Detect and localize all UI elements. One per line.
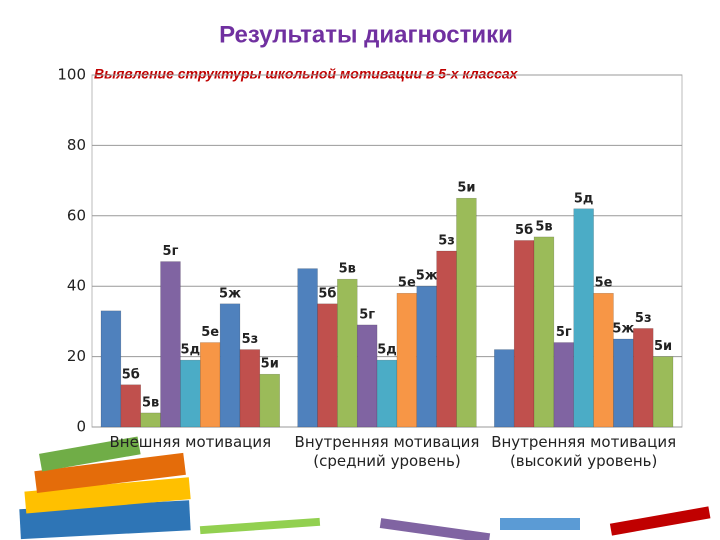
bar <box>573 208 594 428</box>
bar-label: 5з <box>438 234 455 249</box>
y-tick-label: 60 <box>67 206 86 224</box>
bar-label: 5ж <box>219 286 241 301</box>
bar-label: 5г <box>359 307 375 322</box>
bar <box>633 328 654 428</box>
bar <box>140 412 161 428</box>
bar <box>652 356 674 428</box>
bar-label: 5б <box>515 223 533 238</box>
bar-label: 5д <box>574 191 594 206</box>
bar <box>376 359 398 428</box>
bar <box>396 292 418 428</box>
bar <box>436 250 457 428</box>
bar <box>533 236 555 428</box>
bar-label: 5з <box>635 311 652 326</box>
bar <box>416 285 437 428</box>
bar <box>259 373 280 428</box>
bar <box>219 303 241 428</box>
bar <box>180 359 201 428</box>
chart-subtitle: Выявление структуры школьной мотивации в… <box>94 66 519 82</box>
bar-label: 5з <box>242 332 259 347</box>
bar-label: 5е <box>595 276 613 291</box>
bar <box>513 240 535 428</box>
bar-label: 5б <box>122 367 140 382</box>
bar <box>160 261 181 428</box>
x-tick-label: Внутренняя мотивация (средний уровень) <box>294 433 480 470</box>
bar <box>100 310 122 428</box>
y-tick-label: 40 <box>67 277 86 295</box>
y-tick-label: 0 <box>76 418 86 436</box>
chart-title: Результаты диагностики <box>219 21 513 48</box>
bar-label: 5в <box>142 395 159 410</box>
bar-label: 5д <box>377 343 397 358</box>
bar <box>456 197 477 428</box>
bar-label: 5е <box>201 325 219 340</box>
y-tick-label: 100 <box>57 66 86 84</box>
bar-label: 5и <box>261 357 279 372</box>
y-tick-label: 80 <box>67 136 86 154</box>
bar-label: 5ж <box>416 269 438 284</box>
x-tick-label: Внешняя мотивация <box>109 433 272 451</box>
x-tick-label: Внутренняя мотивация (высокий уровень) <box>491 433 677 470</box>
bar-label: 5е <box>398 276 416 291</box>
bar-label: 5в <box>535 219 552 234</box>
bar-label: 5и <box>654 339 672 354</box>
bar <box>120 384 141 428</box>
bar-label: 5в <box>339 262 356 277</box>
bar <box>553 342 574 428</box>
bar-label: 5г <box>163 244 179 259</box>
bar <box>239 349 261 428</box>
y-tick-label: 20 <box>67 347 86 365</box>
bar-label: 5ж <box>612 322 634 337</box>
decoration-books <box>19 436 711 540</box>
bar <box>593 292 614 428</box>
bar <box>494 349 515 428</box>
bar <box>297 268 318 428</box>
bar <box>200 342 221 428</box>
bar-label: 5д <box>181 343 201 358</box>
bar <box>613 338 634 428</box>
bar <box>317 303 338 428</box>
bar-label: 5г <box>556 325 572 340</box>
bar <box>356 324 378 428</box>
bar <box>337 278 358 428</box>
bar-label: 5и <box>457 181 475 196</box>
bar-label: 5б <box>318 286 336 301</box>
